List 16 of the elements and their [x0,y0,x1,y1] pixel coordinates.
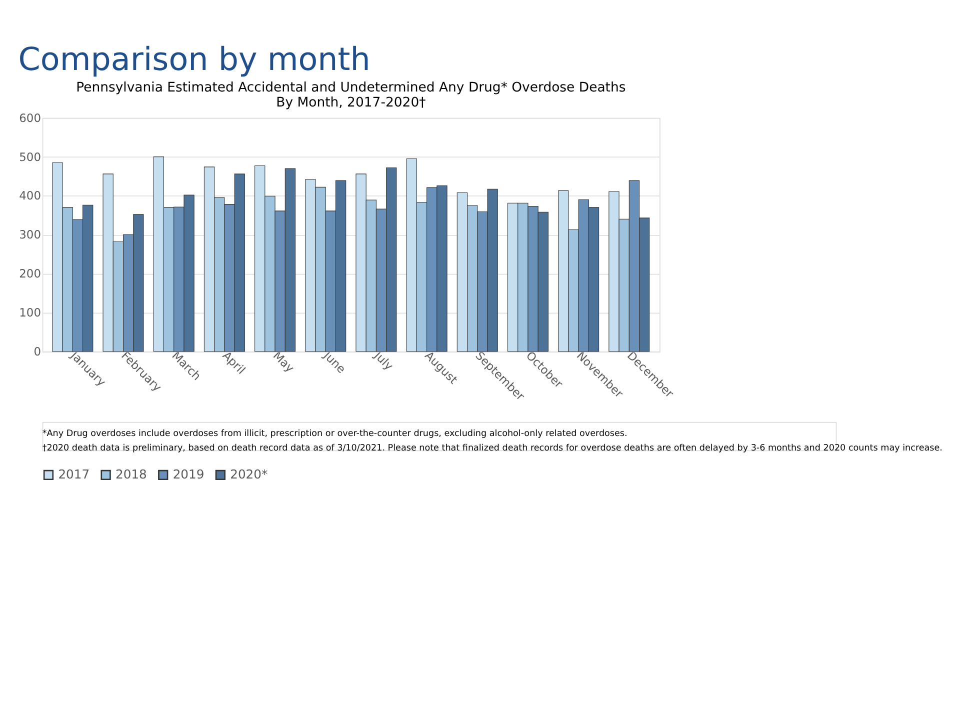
legend-label: 2018 [116,467,147,482]
y-tick-label: 200 [19,266,41,281]
y-tick-label: 600 [19,110,41,125]
legend-label: 2017 [58,467,90,482]
y-tick-label: 100 [19,306,41,320]
x-tick-label: July [370,348,396,374]
y-tick-label: 400 [19,188,41,203]
text: *Any Drug overdoses include overdoses from illicit, prescription or over-the-counter drugs, excluding alcohol-only related overdoses. [42,429,628,440]
chart-title: Comparison by month [18,42,370,78]
legend-label: 2020* [230,467,268,482]
chart-subtitle: Pennsylvania Estimated Accidental and Undetermined Any Drug* Overdose Deaths By Month, 2017-2020† [76,80,626,110]
legend-label: 2019 [172,467,204,482]
y-tick-label: 300 [19,228,41,242]
text: †2020 death data is preliminary, based on death record data as of 3/10/2021. Please note that finalized death records for overdose deaths are often delayed by 3-6 months and 2020 counts may increase. [42,443,942,454]
y-tick-label: 0 [34,344,41,358]
y-tick-label: 500 [19,150,41,164]
